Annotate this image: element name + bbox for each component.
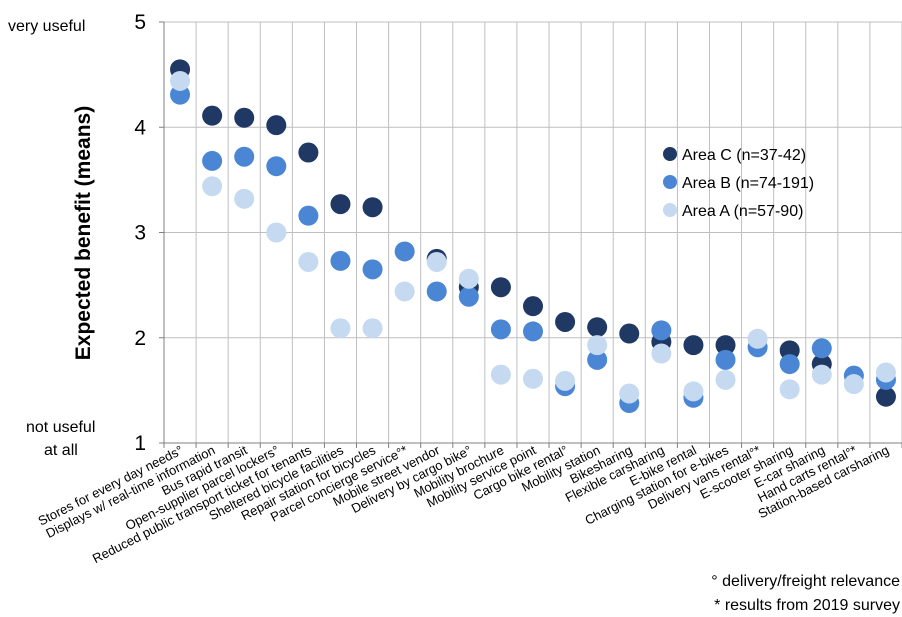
legend-marker [663,203,677,217]
data-point [619,323,640,344]
data-point [715,349,736,370]
data-point [490,319,511,340]
data-point [202,105,223,126]
footnote-survey: * results from 2019 survey [714,597,900,614]
legend-marker [663,147,677,161]
data-point [715,369,736,390]
y-bottom-label-line2: at all [44,442,78,459]
legend-label: Area A (n=57-90) [682,203,803,220]
data-point [683,335,704,356]
data-point [330,194,351,215]
y-tick-label: 5 [134,11,146,34]
data-point [555,311,576,332]
data-point [555,370,576,391]
data-point [843,374,864,395]
data-point [523,296,543,317]
data-point [266,156,287,177]
legend-label: Area C (n=37-42) [682,147,806,164]
data-point [779,354,800,375]
data-point [458,286,479,307]
data-point [330,318,351,339]
data-point [202,150,223,171]
data-point [651,320,672,341]
data-point [587,349,608,370]
data-point [362,318,383,339]
data-point [779,340,800,361]
data-point [170,84,191,105]
data-point [747,328,768,349]
data-point [426,281,447,302]
data-point [811,338,832,359]
data-point [426,251,447,272]
data-point [490,277,511,298]
data-point [394,281,415,302]
data-point [875,386,896,407]
data-point [875,362,896,383]
data-point [298,205,319,226]
data-point [330,250,351,271]
data-point [362,197,383,218]
data-point [298,142,319,163]
data-point [587,317,608,338]
data-point [266,222,287,243]
data-point [490,364,511,385]
data-point [298,251,319,272]
data-point [715,335,736,356]
category-labels: Stores for every day needs°Displays w/ r… [36,442,892,566]
data-point [234,188,255,209]
y-bottom-label-line1: not useful [26,419,95,436]
data-point [587,335,608,356]
y-tick-label: 4 [134,116,146,139]
y-tick-label: 2 [134,327,146,350]
data-points [170,59,896,414]
y-top-label: very useful [8,18,85,35]
data-point [523,368,543,389]
data-point [683,381,704,402]
footnote-delivery: ° delivery/freight relevance [711,573,900,590]
data-point [266,115,287,136]
y-tick-label: 3 [134,222,146,245]
data-point [458,268,479,289]
axes [159,21,902,448]
data-point [234,107,255,128]
y-tick-labels: 1 2 3 4 5 [134,11,146,455]
data-point [779,379,800,400]
data-point [619,383,640,404]
legend-marker [663,175,677,189]
data-point [170,70,191,91]
legend: Area C (n=37-42) Area B (n=74-191) Area A … [663,147,814,220]
y-axis-title: Expected benefit (means) [72,106,95,360]
data-point [811,364,832,385]
y-tick-label: 1 [134,432,146,455]
data-point [523,321,543,342]
legend-label: Area B (n=74-191) [682,175,814,192]
grid-lines [164,21,902,443]
data-point [362,259,383,280]
data-point [234,146,255,167]
data-point [202,176,223,197]
data-point [651,343,672,364]
data-point [394,241,415,262]
